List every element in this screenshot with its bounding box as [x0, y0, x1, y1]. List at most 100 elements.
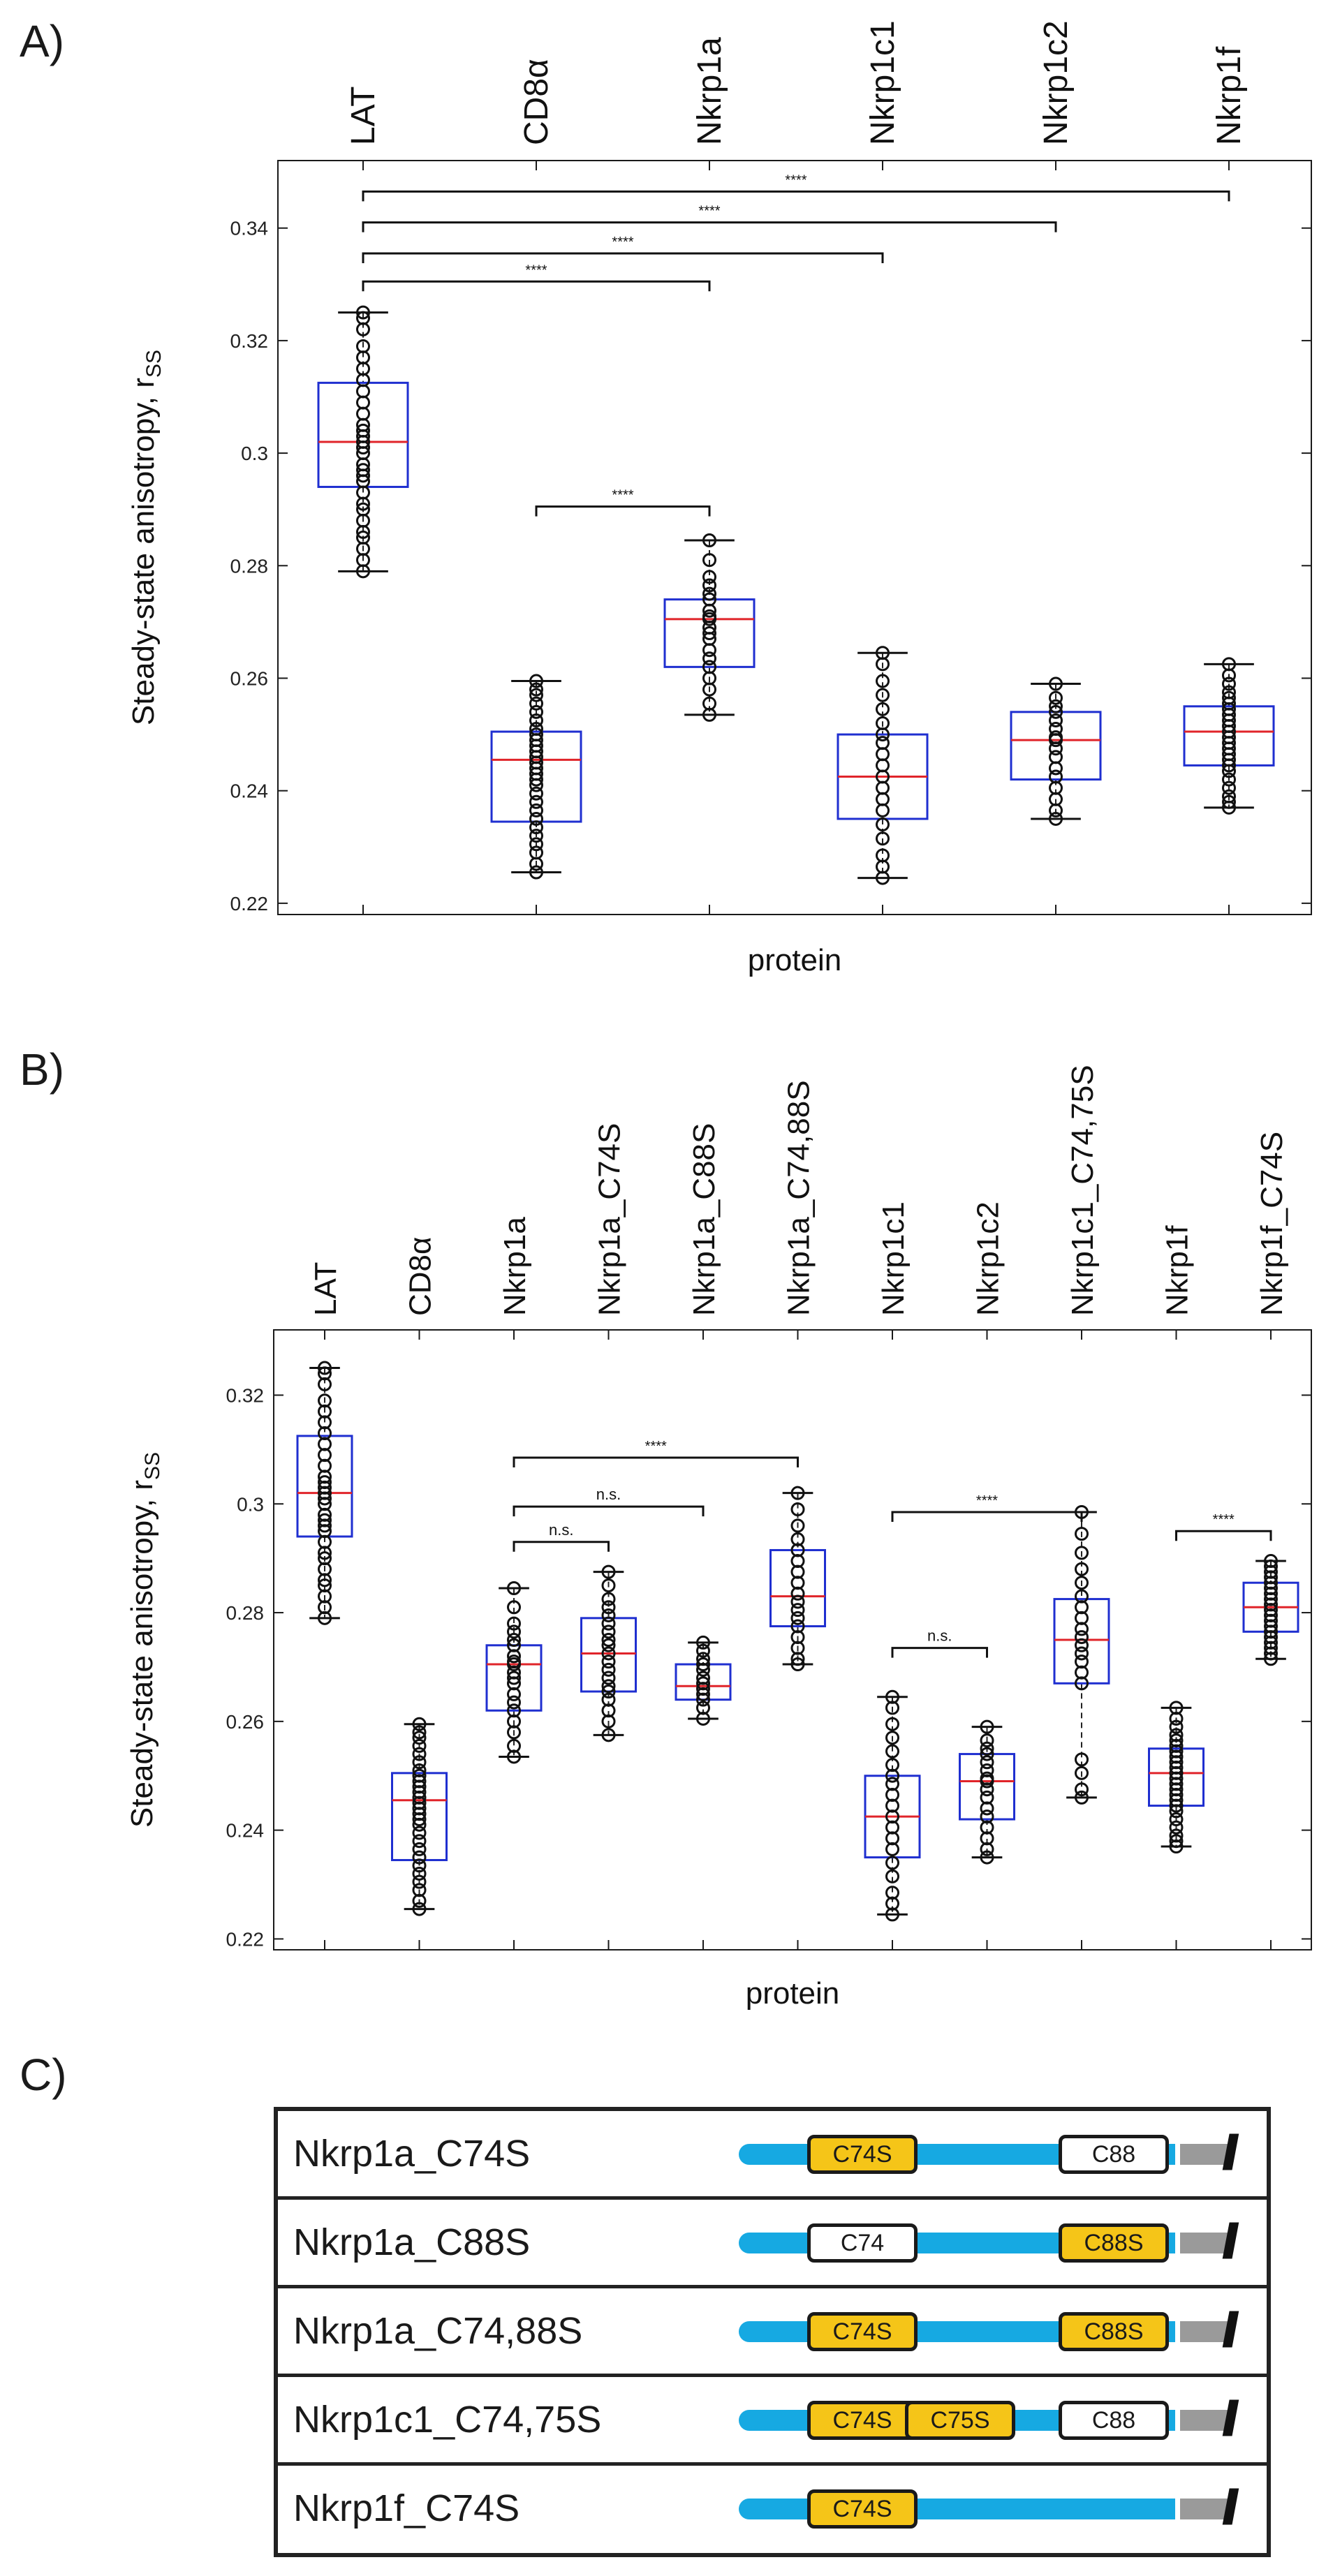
- significance-bracket: [513, 1456, 799, 1468]
- truncated-region: [1180, 2144, 1229, 2165]
- data-point: [885, 1907, 899, 1922]
- data-point: [507, 1616, 521, 1631]
- data-point: [702, 533, 716, 548]
- data-point: [412, 1812, 427, 1827]
- y-tick-label: 0.28: [226, 1602, 265, 1624]
- data-point: [790, 1518, 805, 1533]
- data-point: [1169, 1798, 1184, 1813]
- data-point: [702, 626, 716, 641]
- data-point: [696, 1643, 710, 1658]
- data-point: [529, 820, 543, 835]
- data-point: [601, 1679, 616, 1694]
- data-point: [876, 747, 890, 762]
- y-tick-label: 0.28: [230, 555, 269, 577]
- y-tick-label: 0.22: [226, 1928, 265, 1950]
- data-point: [529, 829, 543, 843]
- category-label: Nkrp1a: [498, 1217, 532, 1316]
- data-point: [1075, 1790, 1089, 1805]
- truncated-region: [1180, 2321, 1229, 2342]
- data-point: [412, 1826, 427, 1840]
- data-point: [601, 1662, 616, 1677]
- data-point: [356, 322, 370, 336]
- data-point: [1169, 1719, 1184, 1734]
- data-point: [876, 688, 890, 702]
- iqr-box: [1053, 1598, 1110, 1685]
- data-point: [412, 1842, 427, 1856]
- data-point: [529, 857, 543, 871]
- data-point: [1222, 676, 1236, 691]
- construct-table: Nkrp1a_C74S // C74S C88 Nkrp1a_C88S // C74 C88S…: [274, 2107, 1271, 2557]
- construct-name: Nkrp1a_C88S: [293, 2221, 531, 2263]
- category-label: Nkrp1a_C88S: [687, 1123, 721, 1316]
- data-point: [356, 564, 370, 579]
- data-point: [412, 1717, 427, 1731]
- data-point: [529, 811, 543, 826]
- data-point: [980, 1801, 994, 1816]
- category-label: Nkrp1a_C74,88S: [782, 1080, 816, 1316]
- data-point: [356, 468, 370, 483]
- mutated-cysteine-box: C74S: [807, 2489, 918, 2529]
- data-point: [790, 1657, 805, 1672]
- chart-panel-b: 0.22 0.24 0.26 0.28 0.3 0.32 LAT CD8α Nkrp1a Nkrp…: [125, 1065, 1312, 2011]
- data-point: [980, 1741, 994, 1756]
- x-axis-label: protein: [746, 1976, 840, 2011]
- category-label: CD8α: [404, 1237, 438, 1316]
- data-point: [601, 1592, 616, 1606]
- data-point: [980, 1755, 994, 1770]
- significance-bracket: [535, 505, 711, 517]
- data-point: [412, 1858, 427, 1873]
- data-point: [1075, 1782, 1089, 1797]
- data-point: [1169, 1812, 1184, 1827]
- mutated-cysteine-box: C74S: [807, 2135, 918, 2174]
- data-point: [980, 1842, 994, 1856]
- data-point: [412, 1817, 427, 1832]
- data-point: [412, 1850, 427, 1865]
- data-point: [356, 406, 370, 421]
- data-point: [356, 384, 370, 399]
- data-point: [529, 837, 543, 852]
- data-point: [1222, 772, 1236, 787]
- data-point: [696, 1657, 710, 1672]
- data-point: [1075, 1766, 1089, 1780]
- category-label: Nkrp1c1_C74,75S: [1066, 1065, 1100, 1316]
- category-label: CD8α: [518, 59, 555, 145]
- data-point: [790, 1603, 805, 1618]
- data-point: [696, 1687, 710, 1701]
- data-point: [876, 657, 890, 672]
- data-point: [702, 553, 716, 568]
- category-label: Nkrp1c1: [876, 1201, 911, 1316]
- data-point: [790, 1611, 805, 1625]
- data-point: [702, 643, 716, 658]
- data-point: [702, 682, 716, 697]
- data-point: [702, 612, 716, 626]
- y-tick-label: 0.26: [226, 1711, 265, 1733]
- data-point: [1075, 1630, 1089, 1645]
- panel-c-label: C): [20, 2050, 67, 2100]
- break-mark: //: [1222, 2480, 1239, 2534]
- construct-name: Nkrp1c1_C74,75S: [293, 2399, 602, 2441]
- break-mark: //: [1222, 2391, 1239, 2445]
- significance-bracket: [362, 190, 1230, 202]
- data-point: [696, 1635, 710, 1650]
- data-point: [412, 1902, 427, 1916]
- truncated-region: [1180, 2410, 1229, 2431]
- data-point: [876, 780, 890, 795]
- significance-label: ****: [612, 235, 633, 250]
- data-point: [885, 1856, 899, 1870]
- data-point: [507, 1657, 521, 1672]
- significance-label: n.s.: [549, 1521, 573, 1539]
- category-label: Nkrp1a: [691, 37, 728, 145]
- panel-b-label: B): [20, 1044, 64, 1095]
- data-point: [318, 1611, 332, 1625]
- significance-bracket: [362, 221, 1057, 232]
- data-point: [507, 1624, 521, 1639]
- data-point: [529, 688, 543, 702]
- y-tick-label: 0.24: [230, 780, 269, 802]
- data-point: [1049, 713, 1063, 727]
- data-point: [507, 1687, 521, 1701]
- data-point: [356, 395, 370, 410]
- data-point: [1075, 1546, 1089, 1560]
- mutated-cysteine-box: C88S: [1059, 2223, 1169, 2263]
- data-point: [1075, 1638, 1089, 1652]
- data-point: [1264, 1646, 1278, 1661]
